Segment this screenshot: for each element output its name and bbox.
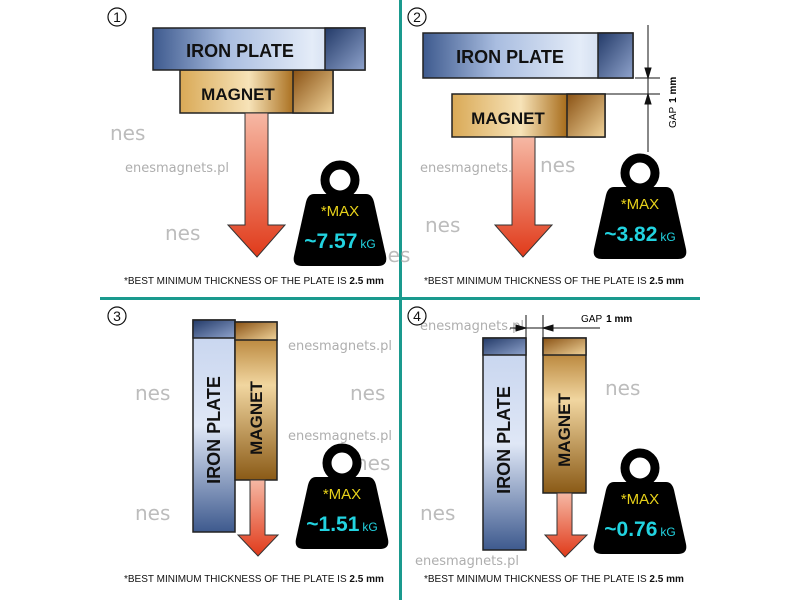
- panel-number: 2: [413, 9, 421, 25]
- gap-dimension: [605, 25, 660, 152]
- svg-text:nes: nes: [110, 121, 145, 145]
- iron-plate: IRON PLATE: [152, 27, 366, 71]
- max-force-value: ~7.57 kG: [304, 230, 375, 253]
- footnote: *BEST MINIMUM THICKNESS OF THE PLATE IS …: [424, 574, 684, 585]
- footnote: *BEST MINIMUM THICKNESS OF THE PLATE IS …: [424, 276, 684, 287]
- horizontal-divider: [100, 297, 700, 300]
- svg-text:enesmagnets.pl: enesmagnets.pl: [415, 554, 519, 569]
- svg-text:MAGNET: MAGNET: [555, 393, 574, 467]
- watermarks: enesmagnets.pl enesmagnets.pl enesmagnet…: [110, 121, 640, 569]
- svg-text:MAGNET: MAGNET: [201, 85, 275, 104]
- panel-2: 2 IRON PLATE MAGNET GAP1 mm *MAX ~3.82 kG…: [407, 7, 686, 287]
- max-force-value: ~3.82 kG: [604, 223, 675, 246]
- svg-text:*MAX: *MAX: [621, 491, 659, 508]
- svg-text:enesmagnets.pl: enesmagnets.pl: [420, 161, 524, 176]
- svg-text:*MAX: *MAX: [323, 486, 361, 503]
- force-arrow: [543, 492, 589, 558]
- svg-text:*MAX: *MAX: [621, 196, 659, 213]
- svg-text:nes: nes: [135, 501, 170, 525]
- magnet-block: MAGNET: [234, 321, 278, 481]
- max-force-value: ~1.51 kG: [306, 513, 377, 536]
- panel-number: 1: [113, 9, 121, 25]
- iron-plate: IRON PLATE: [192, 319, 236, 533]
- svg-text:IRON PLATE: IRON PLATE: [186, 41, 294, 61]
- force-arrow: [236, 479, 280, 557]
- svg-text:MAGNET: MAGNET: [471, 109, 545, 128]
- panel-1: 1 MAGNET IRON PLATE *MAX ~7.57 kG *BEST M…: [107, 7, 386, 287]
- magnet-block: MAGNET: [451, 93, 606, 138]
- svg-text:MAGNET: MAGNET: [247, 381, 266, 455]
- svg-text:enesmagnets.pl: enesmagnets.pl: [288, 339, 392, 354]
- svg-text:nes: nes: [420, 501, 455, 525]
- footnote: *BEST MINIMUM THICKNESS OF THE PLATE IS …: [124, 574, 384, 585]
- gap-label: GAP1 mm: [668, 77, 679, 128]
- panel-number: 3: [113, 308, 121, 324]
- iron-plate: IRON PLATE: [482, 337, 527, 551]
- svg-text:*MAX: *MAX: [321, 203, 359, 220]
- iron-plate: IRON PLATE: [422, 32, 634, 79]
- panel-number: 4: [413, 308, 421, 324]
- magnet-block: MAGNET: [179, 69, 334, 114]
- footnote: *BEST MINIMUM THICKNESS OF THE PLATE IS …: [124, 276, 384, 287]
- force-arrow: [493, 136, 554, 258]
- svg-text:IRON PLATE: IRON PLATE: [204, 376, 224, 484]
- panel-4: 4 GAP 1 mm IRON PLATE MAGNET *MAX ~0.76 kG…: [407, 306, 686, 585]
- svg-text:IRON PLATE: IRON PLATE: [494, 386, 514, 494]
- magnet-block: MAGNET: [542, 337, 587, 494]
- svg-text:enesmagnets.pl: enesmagnets.pl: [288, 429, 392, 444]
- svg-text:enesmagnets.pl: enesmagnets.pl: [420, 319, 524, 334]
- gap-dimension: [510, 315, 600, 338]
- force-arrow: [226, 112, 287, 258]
- svg-text:IRON PLATE: IRON PLATE: [456, 47, 564, 67]
- svg-text:nes: nes: [425, 213, 460, 237]
- svg-text:nes: nes: [605, 376, 640, 400]
- svg-text:nes: nes: [350, 381, 385, 405]
- panel-3: 3 IRON PLATE MAGNET *MAX ~1.51 kG *BEST M…: [107, 306, 388, 585]
- svg-text:nes: nes: [165, 221, 200, 245]
- max-force-value: ~0.76 kG: [604, 518, 675, 541]
- svg-text:nes: nes: [135, 381, 170, 405]
- svg-text:enesmagnets.pl: enesmagnets.pl: [125, 161, 229, 176]
- svg-text:nes: nes: [540, 153, 575, 177]
